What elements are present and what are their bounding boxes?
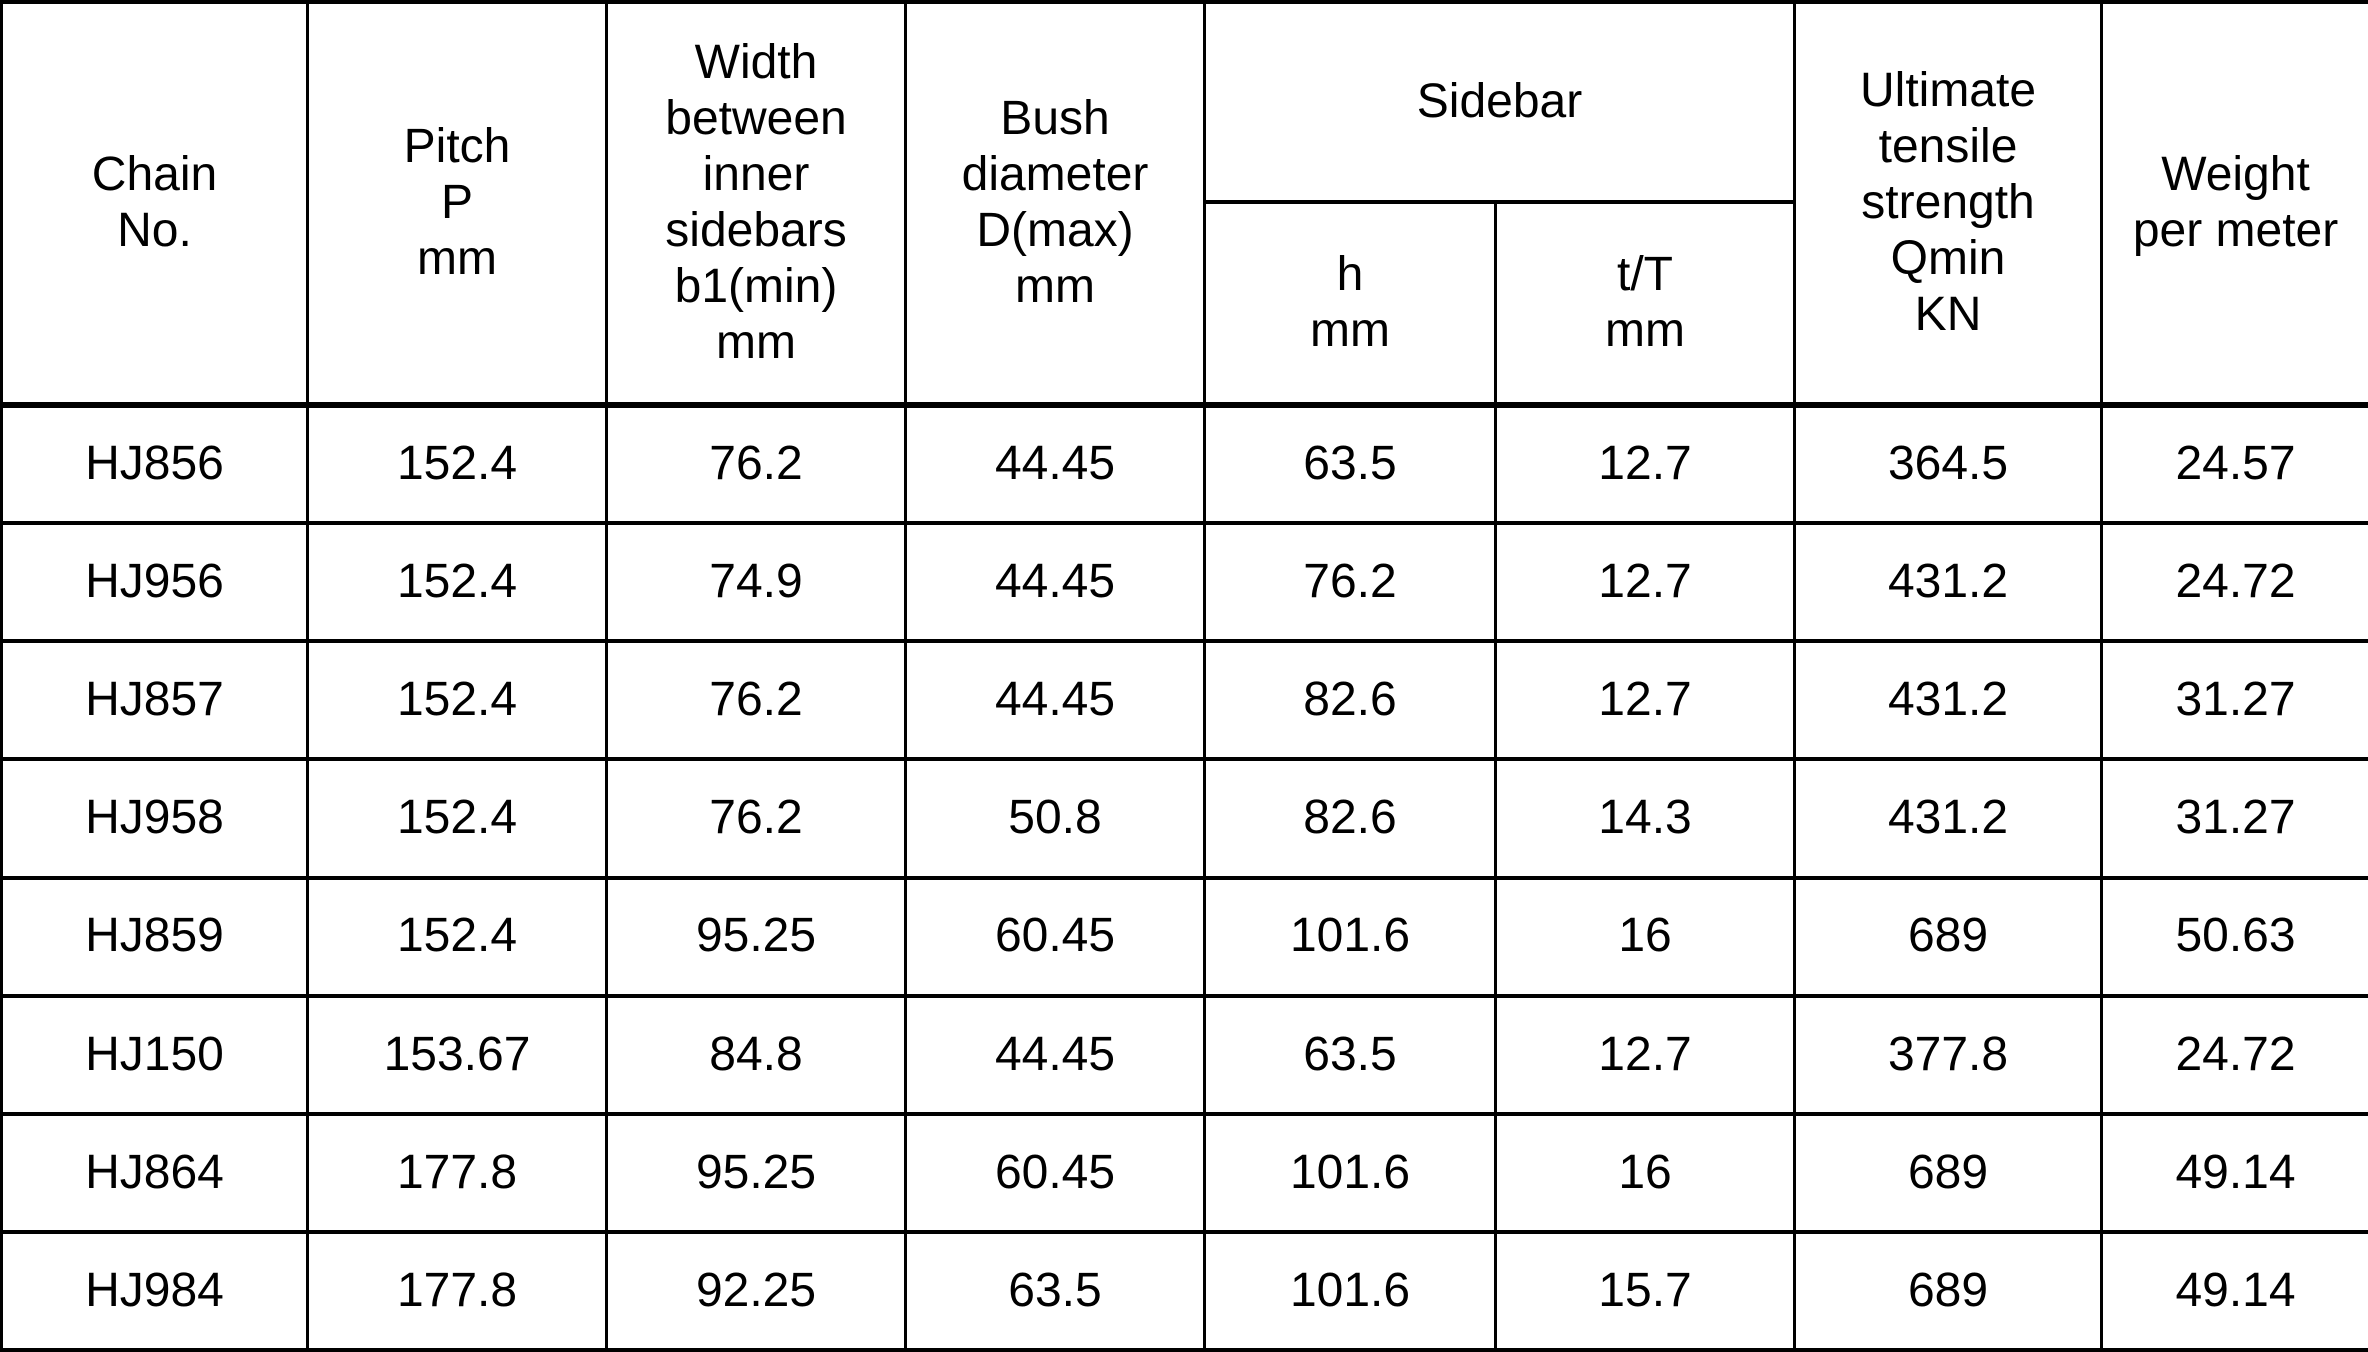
cell-tensile-strength: 431.2 — [1793, 757, 2104, 880]
cell-tensile-strength: 431.2 — [1793, 639, 2104, 762]
cell-pitch: 153.67 — [306, 993, 608, 1116]
cell-chain-no: HJ150 — [0, 993, 309, 1116]
cell-chain-no: HJ958 — [0, 757, 309, 880]
cell-sidebar-t: 16 — [1493, 875, 1797, 998]
cell-sidebar-t: 12.7 — [1493, 521, 1797, 644]
cell-width-b1: 74.9 — [605, 521, 907, 644]
cell-pitch: 177.8 — [306, 1111, 608, 1234]
table-row: HJ984 177.8 92.25 63.5 101.6 15.7 689 49… — [0, 1229, 2368, 1352]
cell-pitch: 177.8 — [306, 1229, 608, 1352]
cell-pitch: 152.4 — [306, 639, 608, 762]
cell-weight: 31.27 — [2100, 639, 2368, 762]
cell-width-b1: 92.25 — [605, 1229, 907, 1352]
header-sidebar-group: Sidebar — [1202, 0, 1797, 204]
table-row: HJ856 152.4 76.2 44.45 63.5 12.7 364.5 2… — [0, 402, 2368, 526]
cell-tensile-strength: 377.8 — [1793, 993, 2104, 1116]
cell-sidebar-h: 101.6 — [1203, 1229, 1497, 1352]
cell-weight: 24.72 — [2100, 993, 2368, 1116]
cell-weight: 24.57 — [2100, 402, 2368, 526]
cell-tensile-strength: 431.2 — [1793, 521, 2104, 644]
cell-bush-diameter: 44.45 — [904, 993, 1206, 1116]
cell-width-b1: 95.25 — [605, 1111, 907, 1234]
cell-bush-diameter: 44.45 — [904, 639, 1206, 762]
table-row: HJ956 152.4 74.9 44.45 76.2 12.7 431.2 2… — [0, 521, 2368, 644]
header-chain-no: Chain No. — [0, 0, 309, 408]
cell-sidebar-h: 101.6 — [1203, 875, 1497, 998]
cell-width-b1: 76.2 — [605, 757, 907, 880]
cell-tensile-strength: 689 — [1793, 1229, 2104, 1352]
cell-bush-diameter: 44.45 — [904, 402, 1206, 526]
cell-sidebar-h: 82.6 — [1203, 639, 1497, 762]
header-row-top: Chain No. Pitch P mm Width between inner… — [0, 0, 2368, 408]
cell-sidebar-t: 12.7 — [1493, 402, 1797, 526]
cell-sidebar-t: 16 — [1493, 1111, 1797, 1234]
cell-sidebar-h: 63.5 — [1203, 993, 1497, 1116]
table-row: HJ150 153.67 84.8 44.45 63.5 12.7 377.8 … — [0, 993, 2368, 1116]
cell-tensile-strength: 364.5 — [1793, 402, 2104, 526]
cell-chain-no: HJ984 — [0, 1229, 309, 1352]
cell-chain-no: HJ864 — [0, 1111, 309, 1234]
cell-pitch: 152.4 — [306, 757, 608, 880]
table-row: HJ864 177.8 95.25 60.45 101.6 16 689 49.… — [0, 1111, 2368, 1234]
header-sidebar-h: h mm — [1203, 200, 1497, 408]
cell-width-b1: 95.25 — [605, 875, 907, 998]
cell-weight: 49.14 — [2100, 1229, 2368, 1352]
table-row: HJ859 152.4 95.25 60.45 101.6 16 689 50.… — [0, 875, 2368, 998]
cell-tensile-strength: 689 — [1793, 1111, 2104, 1234]
cell-width-b1: 84.8 — [605, 993, 907, 1116]
cell-sidebar-h: 76.2 — [1203, 521, 1497, 644]
cell-pitch: 152.4 — [306, 402, 608, 526]
cell-sidebar-t: 15.7 — [1493, 1229, 1797, 1352]
cell-weight: 50.63 — [2100, 875, 2368, 998]
header-sidebar-t: t/T mm — [1493, 200, 1797, 408]
cell-pitch: 152.4 — [306, 521, 608, 644]
cell-pitch: 152.4 — [306, 875, 608, 998]
table-row: HJ958 152.4 76.2 50.8 82.6 14.3 431.2 31… — [0, 757, 2368, 880]
cell-weight: 31.27 — [2100, 757, 2368, 880]
cell-sidebar-t: 12.7 — [1493, 993, 1797, 1116]
header-weight: Weight per meter — [2100, 0, 2368, 408]
header-width-inner-sidebars: Width between inner sidebars b1(min) mm — [605, 0, 907, 408]
cell-bush-diameter: 50.8 — [904, 757, 1206, 880]
cell-sidebar-h: 101.6 — [1203, 1111, 1497, 1234]
cell-chain-no: HJ857 — [0, 639, 309, 762]
cell-chain-no: HJ856 — [0, 402, 309, 526]
header-pitch: Pitch P mm — [306, 0, 608, 408]
cell-tensile-strength: 689 — [1793, 875, 2104, 998]
cell-bush-diameter: 63.5 — [904, 1229, 1206, 1352]
header-bush-diameter: Bush diameter D(max) mm — [904, 0, 1206, 408]
cell-weight: 24.72 — [2100, 521, 2368, 644]
header-row-sub: h mm t/T mm — [2, 200, 2368, 408]
cell-width-b1: 76.2 — [605, 402, 907, 526]
cell-bush-diameter: 44.45 — [904, 521, 1206, 644]
header-ultimate-tensile: Ultimate tensile strength Qmin KN — [1793, 0, 2104, 408]
cell-width-b1: 76.2 — [605, 639, 907, 762]
table-row: HJ857 152.4 76.2 44.45 82.6 12.7 431.2 3… — [0, 639, 2368, 762]
cell-bush-diameter: 60.45 — [904, 1111, 1206, 1234]
cell-sidebar-t: 12.7 — [1493, 639, 1797, 762]
cell-bush-diameter: 60.45 — [904, 875, 1206, 998]
cell-weight: 49.14 — [2100, 1111, 2368, 1234]
cell-sidebar-h: 63.5 — [1203, 402, 1497, 526]
cell-sidebar-h: 82.6 — [1203, 757, 1497, 880]
cell-chain-no: HJ859 — [0, 875, 309, 998]
cell-sidebar-t: 14.3 — [1493, 757, 1797, 880]
cell-chain-no: HJ956 — [0, 521, 309, 644]
